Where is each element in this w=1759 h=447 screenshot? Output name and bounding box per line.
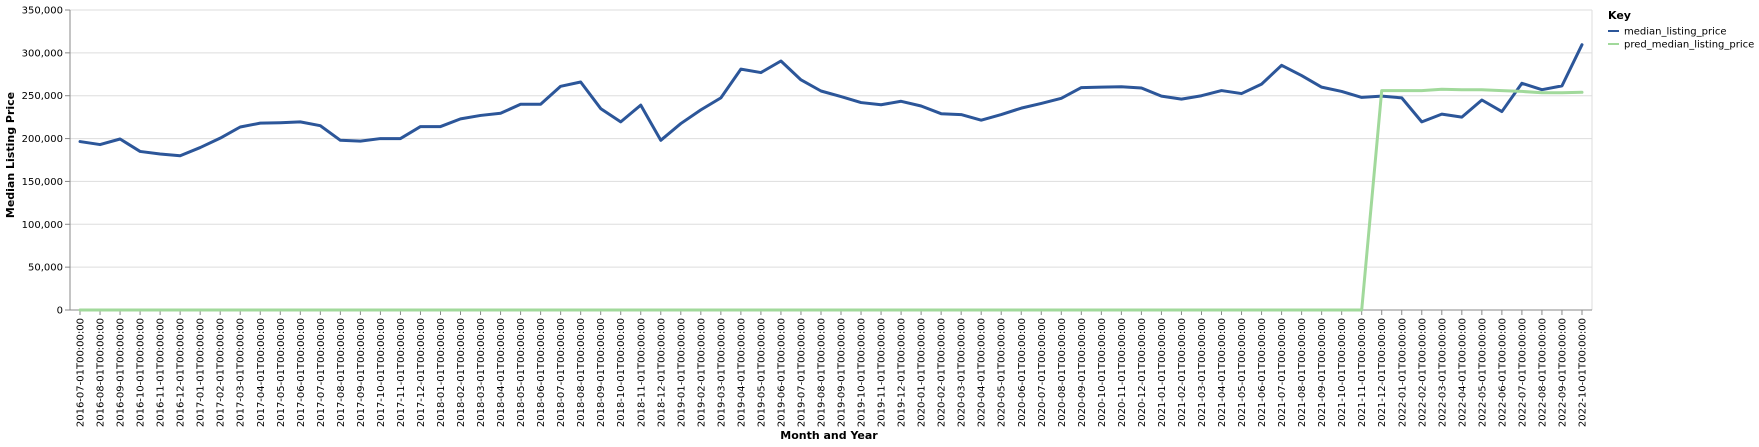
x-tick-label: 2020-11-01T00:00:00	[1117, 318, 1128, 427]
x-tick-label: 2016-11-01T00:00:00	[156, 318, 167, 427]
x-tick-label: 2020-10-01T00:00:00	[1097, 318, 1108, 427]
x-tick-label: 2021-11-01T00:00:00	[1357, 318, 1368, 427]
x-tick-label: 2019-12-01T00:00:00	[897, 318, 908, 427]
y-tick-label: 300,000	[22, 48, 63, 59]
x-tick-label: 2019-05-01T00:00:00	[756, 318, 767, 427]
x-tick-label: 2019-02-01T00:00:00	[696, 318, 707, 427]
x-tick-label: 2022-01-01T00:00:00	[1397, 318, 1408, 427]
x-tick-label: 2020-08-01T00:00:00	[1057, 318, 1068, 427]
gridlines	[70, 9, 1593, 311]
x-tick-label: 2021-08-01T00:00:00	[1297, 318, 1308, 427]
y-axis: 0 50,000 100,000 150,000 200,000 250,000 300,0…	[22, 6, 71, 317]
x-tick-label: 2018-03-01T00:00:00	[476, 318, 487, 427]
x-tick-label: 2018-05-01T00:00:00	[516, 318, 527, 427]
x-tick-label: 2019-11-01T00:00:00	[877, 318, 888, 427]
y-tick-label: 50,000	[28, 263, 63, 274]
x-tick-label: 2020-09-01T00:00:00	[1077, 318, 1088, 427]
y-tick-label: 0	[57, 306, 63, 317]
x-tick-label: 2021-12-01T00:00:00	[1377, 318, 1388, 427]
legend-label: pred_median_listing_price	[1624, 40, 1754, 51]
x-tick-label: 2016-08-01T00:00:00	[96, 318, 107, 427]
x-tick-label: 2016-12-01T00:00:00	[176, 318, 187, 427]
x-tick-label: 2021-06-01T00:00:00	[1257, 318, 1268, 427]
series-line-pred_median_listing_price	[78, 87, 1584, 312]
y-tick-label: 100,000	[22, 220, 63, 231]
x-tick-label: 2020-04-01T00:00:00	[977, 318, 988, 427]
x-tick-label: 2017-08-01T00:00:00	[336, 318, 347, 427]
x-tick-label: 2021-02-01T00:00:00	[1177, 318, 1188, 427]
x-tick-label: 2017-07-01T00:00:00	[316, 318, 327, 427]
x-tick-label: 2022-04-01T00:00:00	[1457, 318, 1468, 427]
x-tick-label: 2017-04-01T00:00:00	[256, 318, 267, 427]
x-tick-label: 2022-07-01T00:00:00	[1517, 318, 1528, 427]
legend: Key median_listing_price pred_median_list…	[1608, 9, 1754, 51]
legend-label: median_listing_price	[1624, 27, 1727, 38]
y-axis-title: Median Listing Price	[4, 92, 17, 218]
x-tick-label: 2017-03-01T00:00:00	[236, 318, 247, 427]
x-tick-label: 2021-10-01T00:00:00	[1337, 318, 1348, 427]
x-tick-label: 2021-09-01T00:00:00	[1317, 318, 1328, 427]
x-tick-label: 2022-06-01T00:00:00	[1497, 318, 1508, 427]
x-tick-label: 2020-01-01T00:00:00	[917, 318, 928, 427]
x-tick-label: 2018-02-01T00:00:00	[456, 318, 467, 427]
x-tick-label: 2020-06-01T00:00:00	[1017, 318, 1028, 427]
x-tick-label: 2022-09-01T00:00:00	[1557, 318, 1568, 427]
x-tick-label: 2018-11-01T00:00:00	[636, 318, 647, 427]
x-tick-label: 2018-10-01T00:00:00	[616, 318, 627, 427]
x-tick-label: 2017-02-01T00:00:00	[216, 318, 227, 427]
x-tick-label: 2017-09-01T00:00:00	[356, 318, 367, 427]
x-tick-label: 2018-01-01T00:00:00	[436, 318, 447, 427]
x-tick-label: 2021-07-01T00:00:00	[1277, 318, 1288, 427]
x-tick-label: 2022-05-01T00:00:00	[1477, 318, 1488, 427]
x-tick-label: 2018-04-01T00:00:00	[496, 318, 507, 427]
x-tick-label: 2017-10-01T00:00:00	[376, 318, 387, 427]
x-tick-label: 2020-02-01T00:00:00	[937, 318, 948, 427]
x-tick-label: 2020-12-01T00:00:00	[1137, 318, 1148, 427]
y-tick-label: 350,000	[22, 6, 63, 17]
x-tick-label: 2016-10-01T00:00:00	[136, 318, 147, 427]
x-tick-label: 2018-07-01T00:00:00	[556, 318, 567, 427]
x-tick-label: 2019-09-01T00:00:00	[837, 318, 848, 427]
x-tick-label: 2017-05-01T00:00:00	[276, 318, 287, 427]
x-tick-label: 2017-01-01T00:00:00	[196, 318, 207, 427]
x-tick-label: 2018-09-01T00:00:00	[596, 318, 607, 427]
x-tick-label: 2022-08-01T00:00:00	[1537, 318, 1548, 427]
x-tick-label: 2022-02-01T00:00:00	[1417, 318, 1428, 427]
x-axis-title: Month and Year	[780, 429, 878, 442]
x-tick-label: 2019-10-01T00:00:00	[857, 318, 868, 427]
x-tick-label: 2018-06-01T00:00:00	[536, 318, 547, 427]
x-tick-label: 2019-01-01T00:00:00	[676, 318, 687, 427]
y-tick-label: 150,000	[22, 177, 63, 188]
x-tick-label: 2020-03-01T00:00:00	[957, 318, 968, 427]
x-tick-label: 2020-05-01T00:00:00	[997, 318, 1008, 427]
x-tick-label: 2019-04-01T00:00:00	[736, 318, 747, 427]
x-tick-label: 2017-11-01T00:00:00	[396, 318, 407, 427]
x-tick-label: 2017-06-01T00:00:00	[296, 318, 307, 427]
x-tick-label: 2016-07-01T00:00:00	[76, 318, 87, 427]
legend-title: Key	[1608, 9, 1631, 22]
x-axis: 2016-07-01T00:00:00 2016-08-01T00:00:00 20…	[70, 309, 1592, 427]
series-line-median_listing_price	[78, 43, 1584, 158]
x-tick-label: 2021-03-01T00:00:00	[1197, 318, 1208, 427]
x-tick-label: 2019-03-01T00:00:00	[716, 318, 727, 427]
x-tick-label: 2019-08-01T00:00:00	[816, 318, 827, 427]
x-tick-label: 2022-03-01T00:00:00	[1437, 318, 1448, 427]
x-tick-label: 2017-12-01T00:00:00	[416, 318, 427, 427]
x-tick-label: 2018-12-01T00:00:00	[656, 318, 667, 427]
y-tick-label: 200,000	[22, 134, 63, 145]
x-tick-label: 2018-08-01T00:00:00	[576, 318, 587, 427]
x-tick-label: 2021-01-01T00:00:00	[1157, 318, 1168, 427]
x-tick-label: 2019-07-01T00:00:00	[796, 318, 807, 427]
x-tick-label: 2021-05-01T00:00:00	[1237, 318, 1248, 427]
x-tick-label: 2016-09-01T00:00:00	[116, 318, 127, 427]
plot-area	[78, 43, 1584, 312]
x-tick-label: 2020-07-01T00:00:00	[1037, 318, 1048, 427]
x-tick-label: 2021-04-01T00:00:00	[1217, 318, 1228, 427]
x-tick-label: 2019-06-01T00:00:00	[776, 318, 787, 427]
x-tick-label: 2022-10-01T00:00:00	[1577, 318, 1588, 427]
y-tick-label: 250,000	[22, 91, 63, 102]
